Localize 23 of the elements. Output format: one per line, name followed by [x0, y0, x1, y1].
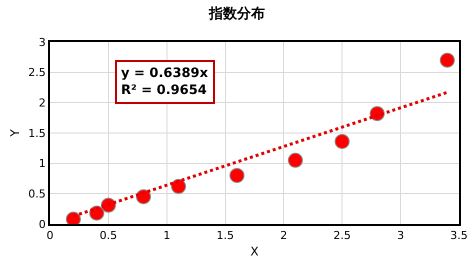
y-tick-label: 2.5 — [28, 66, 46, 80]
y-tick-label: 0 — [38, 218, 46, 231]
point — [440, 52, 455, 68]
annotation: y = 0.6389x R² = 0.9654 — [121, 66, 209, 98]
y-tick-label: 1.5 — [28, 126, 46, 140]
x-tick-label: 1.5 — [216, 229, 234, 242]
y-tick-label: 1 — [38, 157, 46, 170]
point — [288, 152, 303, 168]
y-axis-title: Y — [8, 128, 22, 138]
x-tick-label: 3 — [397, 229, 404, 242]
x-tick-label: 1 — [163, 229, 170, 242]
chart-title: 指数分布 — [208, 6, 265, 22]
point — [334, 134, 350, 149]
x-axis-title: X — [250, 244, 259, 259]
y-tick-label: 0.5 — [28, 188, 46, 201]
point — [171, 178, 186, 194]
x-tick-label: 2.5 — [333, 229, 351, 242]
x-tick-label: 2 — [280, 229, 288, 242]
point — [229, 168, 244, 183]
x-tick-label: 0.5 — [100, 229, 118, 242]
x-tick-label: 3.5 — [450, 229, 468, 242]
y-tick-label: 3 — [38, 36, 46, 49]
y-tick-label: 2 — [38, 96, 46, 110]
